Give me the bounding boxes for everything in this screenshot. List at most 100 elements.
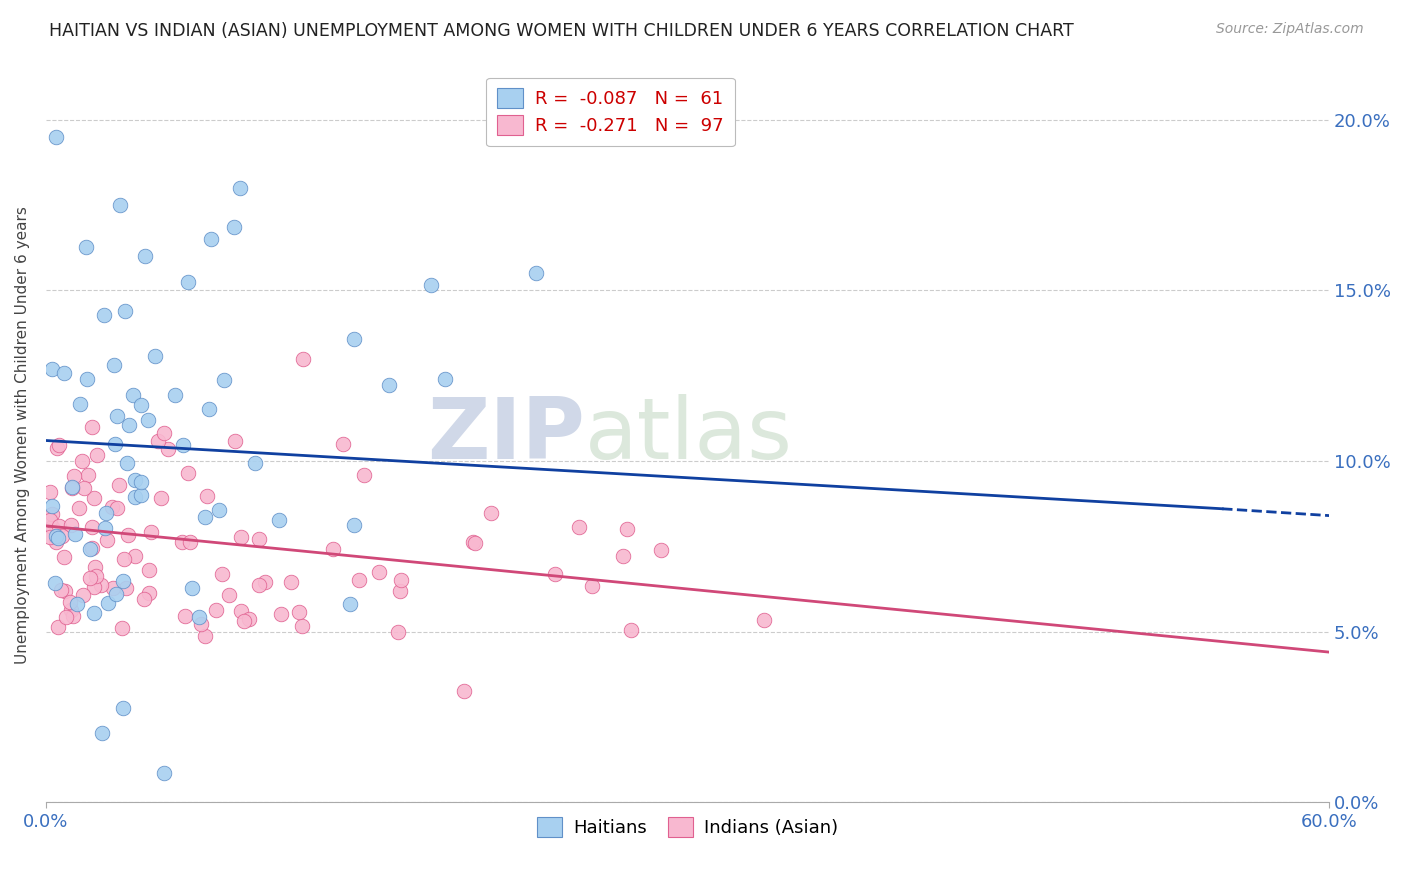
Point [94,521,117,535]
Point [65,527,87,541]
Point [73,481,96,495]
Point [45,529,67,543]
Point [62,608,84,623]
Point [205,603,228,617]
Point [616,522,638,536]
Point [69,397,91,411]
Point [45,129,67,144]
Point [83,580,105,594]
Point [118,418,141,433]
Point [156,442,179,456]
Point [134,592,156,607]
Point [79,542,101,557]
Point [41,520,63,534]
Point [44,575,66,590]
Point [66,597,89,611]
Point [174,609,197,624]
Point [103,358,125,372]
Point [117,528,139,542]
Point [94,506,117,520]
Point [134,249,156,263]
Point [76,372,98,386]
Point [190,616,212,631]
Point [229,181,252,195]
Point [138,585,160,599]
Point [121,388,143,402]
Point [391,573,413,587]
Point [51,529,73,543]
Point [105,500,128,515]
Point [524,266,547,280]
Point [481,506,503,520]
Point [131,475,153,489]
Point [136,413,159,427]
Point [195,489,218,503]
Point [60,481,83,495]
Point [41,362,63,376]
Point [58,594,80,608]
Point [153,426,176,441]
Point [53,583,76,598]
Point [247,532,270,546]
Point [46,620,69,634]
Text: ZIP: ZIP [427,394,585,477]
Point [48,438,70,452]
Point [41,499,63,513]
Point [343,517,366,532]
Point [347,574,370,588]
Point [229,530,252,544]
Point [90,726,112,740]
Point [108,478,131,492]
Point [463,535,485,549]
Point [290,619,312,633]
Point [82,420,104,434]
Point [60,480,83,494]
Point [177,466,200,480]
Point [46,442,69,456]
Point [194,629,217,643]
Point [82,519,104,533]
Point [146,434,169,449]
Point [124,549,146,563]
Point [112,552,135,566]
Point [612,549,634,564]
Point [247,577,270,591]
Point [39,485,62,500]
Point [83,606,105,620]
Legend: Haitians, Indians (Asian): Haitians, Indians (Asian) [530,810,845,845]
Point [72,588,94,602]
Point [650,543,672,558]
Point [41,508,63,522]
Point [211,566,233,581]
Point [177,275,200,289]
Point [568,520,591,534]
Point [620,623,643,637]
Text: HAITIAN VS INDIAN (ASIAN) UNEMPLOYMENT AMONG WOMEN WITH CHILDREN UNDER 6 YEARS C: HAITIAN VS INDIAN (ASIAN) UNEMPLOYMENT A… [49,22,1074,40]
Point [229,604,252,618]
Point [139,524,162,539]
Point [39,530,62,544]
Point [208,503,231,517]
Point [39,513,62,527]
Point [93,308,115,322]
Point [55,610,77,624]
Point [67,500,90,515]
Point [84,568,107,582]
Point [124,490,146,504]
Point [238,612,260,626]
Point [464,536,486,550]
Point [367,566,389,580]
Point [200,232,222,246]
Point [581,579,603,593]
Point [111,621,134,635]
Point [419,278,441,293]
Point [322,541,344,556]
Point [218,588,240,602]
Point [138,563,160,577]
Point [48,531,70,545]
Point [387,624,409,639]
Point [150,491,173,505]
Point [53,366,76,380]
Point [280,575,302,590]
Point [82,541,104,556]
